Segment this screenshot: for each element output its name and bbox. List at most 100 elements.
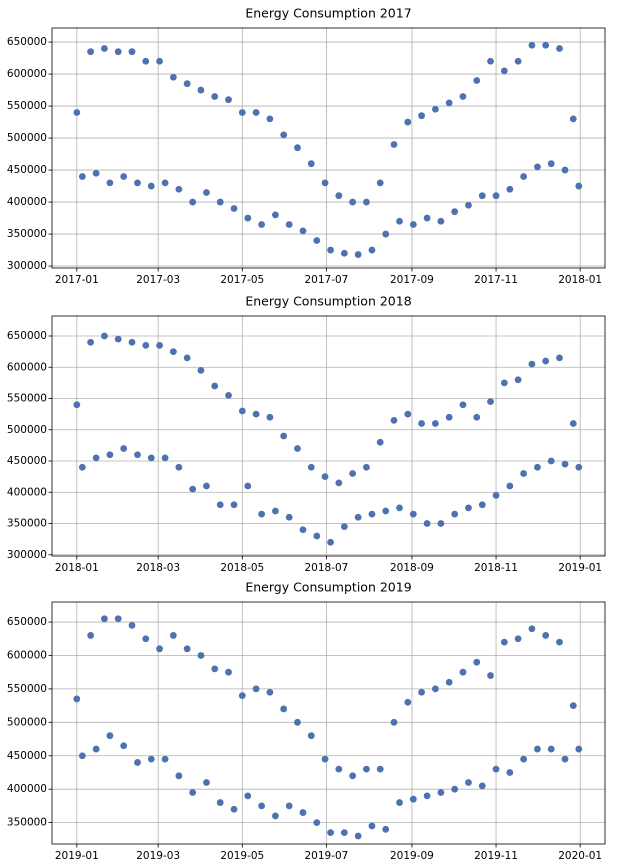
point bbox=[445, 413, 453, 421]
point bbox=[534, 463, 541, 471]
point bbox=[520, 173, 528, 180]
point bbox=[106, 451, 114, 459]
point bbox=[390, 141, 398, 148]
point bbox=[423, 214, 431, 222]
x-tick-label: 2020-01 bbox=[558, 850, 602, 862]
point bbox=[514, 376, 522, 384]
x-tick-label: 2019-07 bbox=[304, 850, 348, 862]
y-tick-label: 500000 bbox=[7, 132, 47, 144]
point bbox=[506, 185, 514, 193]
point bbox=[520, 755, 528, 763]
y-tick-label: 600000 bbox=[7, 361, 47, 373]
x-tick-label: 2018-09 bbox=[390, 562, 434, 574]
point bbox=[321, 473, 329, 481]
point bbox=[514, 635, 522, 643]
point bbox=[487, 398, 494, 406]
point bbox=[147, 454, 155, 462]
point bbox=[445, 99, 453, 107]
point bbox=[78, 752, 86, 760]
y-tick-label: 600000 bbox=[7, 649, 47, 661]
x-tick-label: 2019-01 bbox=[558, 562, 602, 574]
point bbox=[169, 73, 177, 81]
point bbox=[299, 227, 307, 235]
point bbox=[252, 685, 260, 693]
point bbox=[404, 410, 412, 418]
point bbox=[230, 205, 238, 212]
point bbox=[244, 482, 252, 490]
point bbox=[101, 615, 108, 623]
point bbox=[285, 802, 293, 810]
point bbox=[382, 507, 390, 515]
point bbox=[556, 638, 563, 646]
point bbox=[492, 491, 500, 499]
point bbox=[106, 732, 114, 740]
y-tick-label: 300000 bbox=[7, 549, 47, 561]
point bbox=[354, 513, 362, 521]
plot-frame bbox=[51, 27, 606, 269]
point bbox=[238, 692, 246, 699]
point bbox=[230, 501, 238, 509]
point bbox=[78, 463, 86, 471]
point bbox=[128, 621, 136, 629]
y-tick-label: 400000 bbox=[7, 783, 47, 795]
point bbox=[272, 507, 279, 515]
point bbox=[120, 445, 128, 452]
point bbox=[459, 93, 467, 100]
point bbox=[396, 799, 403, 806]
point bbox=[547, 160, 555, 168]
point bbox=[211, 382, 219, 390]
point bbox=[492, 765, 500, 773]
point bbox=[431, 685, 439, 693]
point bbox=[340, 829, 348, 837]
point bbox=[114, 48, 122, 56]
point bbox=[528, 41, 536, 49]
y-tick-label: 300000 bbox=[7, 260, 47, 272]
point bbox=[500, 379, 508, 387]
point bbox=[349, 772, 357, 780]
x-tick-label: 2017-11 bbox=[474, 274, 518, 286]
point bbox=[349, 470, 357, 477]
point bbox=[418, 112, 425, 120]
point bbox=[556, 45, 563, 52]
point bbox=[404, 698, 412, 706]
point bbox=[340, 249, 348, 257]
point bbox=[134, 451, 141, 459]
point bbox=[272, 812, 279, 820]
point bbox=[285, 513, 293, 521]
x-tick-label: 2017-07 bbox=[304, 274, 348, 286]
point bbox=[451, 785, 459, 793]
point bbox=[87, 48, 95, 56]
point bbox=[404, 118, 412, 126]
point bbox=[321, 179, 329, 187]
point bbox=[459, 401, 467, 409]
point bbox=[134, 759, 141, 766]
point bbox=[445, 678, 453, 686]
point bbox=[514, 57, 522, 65]
point bbox=[73, 109, 81, 116]
point bbox=[266, 115, 274, 123]
point bbox=[418, 688, 425, 696]
point bbox=[203, 189, 210, 196]
point bbox=[101, 332, 108, 340]
point bbox=[142, 57, 150, 65]
point bbox=[169, 632, 177, 639]
point bbox=[216, 198, 224, 206]
point bbox=[299, 526, 307, 534]
point bbox=[203, 482, 210, 490]
point bbox=[294, 445, 301, 452]
point bbox=[175, 185, 183, 193]
point bbox=[307, 160, 315, 168]
point bbox=[363, 198, 370, 206]
chart-title: Energy Consumption 2017 bbox=[245, 6, 411, 21]
point bbox=[280, 131, 288, 139]
point bbox=[294, 718, 301, 726]
point bbox=[142, 341, 150, 349]
x-tick-label: 2018-05 bbox=[220, 562, 264, 574]
point bbox=[431, 420, 439, 427]
point bbox=[327, 829, 334, 837]
y-tick-label: 400000 bbox=[7, 196, 47, 208]
point bbox=[528, 360, 536, 368]
y-tick-label: 350000 bbox=[7, 228, 47, 240]
point bbox=[244, 214, 252, 222]
point bbox=[101, 45, 108, 52]
